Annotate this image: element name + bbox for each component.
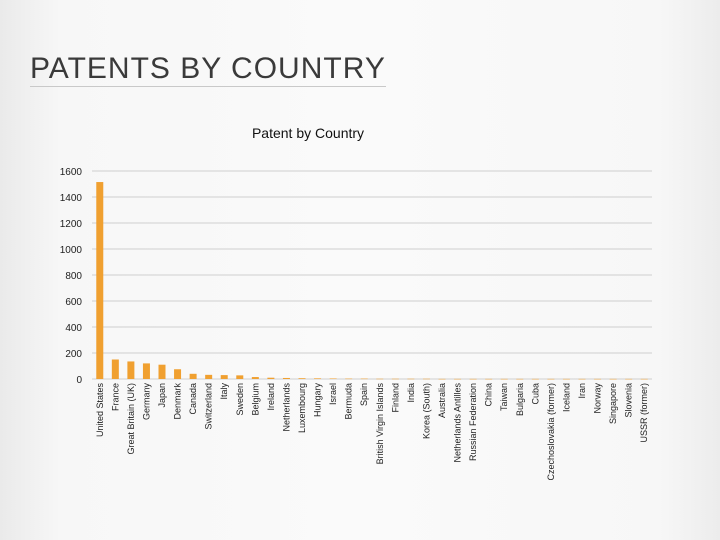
bar [267, 377, 275, 379]
x-tick-label: Finland [390, 383, 400, 413]
bar [158, 364, 166, 379]
bar [578, 378, 586, 380]
bar [562, 378, 570, 380]
y-tick-label: 1000 [60, 245, 83, 256]
bar [236, 375, 244, 379]
y-axis-tick-labels: 0 200 400 600 800 1000 1200 1400 1600 [60, 167, 83, 386]
x-tick-label: Great Britain (UK) [126, 383, 136, 455]
bar [609, 378, 617, 380]
x-tick-label: Czechoslovakia (former) [546, 383, 556, 481]
bar [282, 377, 290, 379]
bar [376, 378, 384, 380]
x-tick-label: Switzerland [204, 383, 214, 430]
x-tick-label: Canada [188, 383, 198, 415]
bar [127, 361, 135, 379]
x-tick-label: Russian Federation [468, 383, 478, 461]
bar [422, 378, 430, 380]
bar [438, 378, 446, 380]
x-tick-label: Italy [219, 383, 229, 400]
bar [625, 378, 633, 380]
x-tick-label: Iran [577, 383, 587, 399]
x-tick-label: United States [95, 383, 105, 438]
bar [516, 378, 524, 380]
x-tick-label: Denmark [173, 383, 183, 420]
x-tick-label: Netherlands [281, 383, 291, 432]
bar [189, 373, 197, 379]
x-tick-label: France [110, 383, 120, 411]
x-tick-label: Hungary [313, 383, 323, 418]
y-tick-label: 800 [65, 271, 82, 282]
bar [174, 369, 182, 379]
bar [298, 378, 306, 379]
x-tick-label: Luxembourg [297, 383, 307, 433]
x-tick-label: Netherlands Antilles [453, 383, 463, 463]
bar [500, 378, 508, 380]
bar [220, 375, 228, 379]
y-tick-label: 1600 [60, 167, 83, 178]
y-tick-label: 600 [65, 297, 82, 308]
bar [469, 378, 477, 380]
chart-title: Patent by Country [252, 125, 364, 141]
bar [345, 378, 353, 380]
x-tick-label: Korea (South) [421, 383, 431, 439]
bar [251, 377, 259, 379]
x-tick-label: Iceland [561, 383, 571, 412]
x-tick-label: China [484, 383, 494, 407]
bar [640, 378, 648, 380]
bar [531, 378, 539, 380]
y-tick-label: 0 [76, 375, 82, 386]
x-tick-label: Bermuda [344, 383, 354, 420]
bar [111, 359, 119, 379]
slide-title: PATENTS BY COUNTRY [30, 52, 386, 85]
x-tick-label: Spain [359, 383, 369, 406]
y-tick-label: 200 [65, 349, 82, 360]
gridlines [92, 170, 652, 380]
x-tick-label: Israel [328, 383, 338, 405]
x-tick-label: British Virgin Islands [375, 383, 385, 465]
bar [594, 378, 602, 380]
y-tick-label: 1400 [60, 193, 83, 204]
x-tick-label: Norway [593, 383, 603, 414]
bar [360, 378, 368, 380]
x-tick-label: India [406, 383, 416, 403]
x-tick-label: Australia [437, 383, 447, 418]
bar [329, 378, 337, 379]
bar-series [96, 182, 648, 380]
x-tick-label: Taiwan [499, 383, 509, 411]
y-tick-label: 400 [65, 323, 82, 334]
x-tick-label: Japan [157, 383, 167, 408]
bar [547, 378, 555, 380]
x-tick-label: Belgium [250, 383, 260, 416]
x-tick-label: Sweden [235, 383, 245, 416]
bar [96, 182, 104, 379]
bar [205, 374, 213, 379]
bar [407, 378, 415, 380]
x-tick-label: Ireland [266, 383, 276, 411]
bar [454, 378, 462, 380]
x-axis-tick-labels: United States France Great Britain (UK) Ger… [95, 383, 649, 481]
x-tick-label: Germany [141, 383, 151, 421]
x-tick-label: Singapore [608, 383, 618, 424]
x-tick-label: Cuba [530, 383, 540, 405]
x-tick-label: USSR (former) [639, 383, 649, 443]
bar [391, 378, 399, 380]
bar [314, 378, 322, 379]
y-tick-label: 1200 [60, 219, 83, 230]
bar [142, 363, 150, 379]
title-divider [30, 86, 386, 87]
x-tick-label: Bulgaria [515, 383, 525, 416]
x-tick-label: Slovenia [624, 383, 634, 418]
bar [485, 378, 493, 380]
